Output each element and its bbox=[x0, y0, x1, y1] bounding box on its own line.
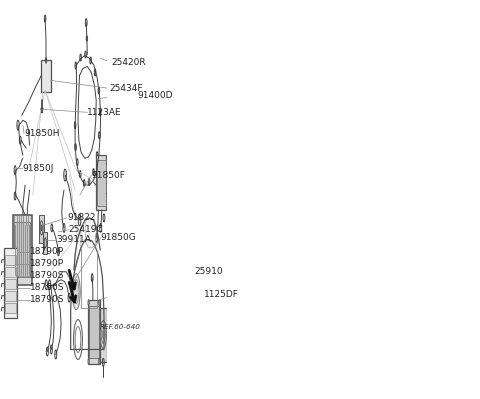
Text: 1123AE: 1123AE bbox=[87, 108, 122, 117]
Bar bbox=[5, 279, 16, 289]
Bar bbox=[14, 222, 30, 277]
Text: 25434F: 25434F bbox=[109, 84, 143, 93]
Circle shape bbox=[99, 300, 100, 306]
Text: 18790P: 18790P bbox=[30, 259, 64, 268]
Circle shape bbox=[41, 225, 42, 231]
Bar bbox=[5, 302, 16, 312]
Text: 25419C: 25419C bbox=[69, 225, 103, 234]
Circle shape bbox=[46, 58, 47, 63]
Circle shape bbox=[85, 51, 86, 58]
Circle shape bbox=[98, 132, 100, 139]
Bar bbox=[99, 308, 108, 362]
Text: 18790S: 18790S bbox=[30, 283, 64, 292]
Circle shape bbox=[102, 330, 104, 338]
Text: 25910: 25910 bbox=[194, 267, 223, 276]
Text: 91822: 91822 bbox=[67, 213, 96, 222]
Circle shape bbox=[94, 69, 96, 76]
Circle shape bbox=[78, 214, 81, 226]
Circle shape bbox=[90, 57, 91, 64]
Bar bbox=[112, 310, 129, 344]
Circle shape bbox=[98, 87, 100, 94]
Text: 18790S: 18790S bbox=[30, 271, 64, 280]
Circle shape bbox=[88, 179, 90, 186]
Circle shape bbox=[75, 144, 76, 151]
Circle shape bbox=[93, 169, 94, 176]
Text: 91850H: 91850H bbox=[24, 129, 60, 138]
Text: 91400D: 91400D bbox=[137, 91, 173, 100]
Text: 1125DF: 1125DF bbox=[204, 290, 239, 299]
Circle shape bbox=[101, 326, 105, 344]
Text: 91850J: 91850J bbox=[23, 164, 54, 173]
Text: REF.60-640: REF.60-640 bbox=[100, 324, 141, 330]
Text: 18790P: 18790P bbox=[30, 247, 64, 256]
Circle shape bbox=[64, 169, 66, 181]
Circle shape bbox=[99, 358, 100, 364]
Circle shape bbox=[76, 159, 78, 166]
Circle shape bbox=[75, 62, 76, 69]
Bar bbox=[89, 306, 99, 358]
Circle shape bbox=[109, 181, 110, 186]
Bar bbox=[5, 267, 16, 277]
Circle shape bbox=[99, 109, 101, 116]
Circle shape bbox=[109, 161, 110, 166]
Circle shape bbox=[88, 358, 89, 364]
Circle shape bbox=[84, 180, 85, 187]
Text: 18790S: 18790S bbox=[30, 295, 64, 304]
Circle shape bbox=[86, 36, 87, 41]
Text: 25420R: 25420R bbox=[112, 58, 146, 67]
Circle shape bbox=[79, 171, 81, 178]
Circle shape bbox=[109, 171, 110, 176]
Text: 39911A: 39911A bbox=[56, 235, 91, 244]
Bar bbox=[41, 61, 51, 93]
Bar bbox=[96, 160, 106, 206]
Bar bbox=[88, 300, 100, 364]
Circle shape bbox=[72, 274, 80, 310]
Bar bbox=[5, 255, 16, 265]
Bar bbox=[5, 291, 16, 301]
Polygon shape bbox=[85, 218, 96, 248]
Text: 91850G: 91850G bbox=[101, 233, 136, 242]
Circle shape bbox=[80, 54, 82, 61]
Bar bbox=[43, 232, 48, 254]
Bar bbox=[4, 248, 17, 318]
Circle shape bbox=[109, 191, 110, 196]
Circle shape bbox=[96, 152, 98, 159]
Text: 91850F: 91850F bbox=[91, 171, 125, 180]
Circle shape bbox=[88, 300, 89, 306]
Bar bbox=[13, 215, 32, 285]
Circle shape bbox=[100, 320, 107, 348]
Circle shape bbox=[74, 122, 76, 129]
Polygon shape bbox=[74, 228, 81, 272]
Bar bbox=[39, 215, 44, 243]
Circle shape bbox=[40, 221, 43, 235]
Bar bbox=[96, 155, 107, 210]
Circle shape bbox=[73, 280, 79, 304]
